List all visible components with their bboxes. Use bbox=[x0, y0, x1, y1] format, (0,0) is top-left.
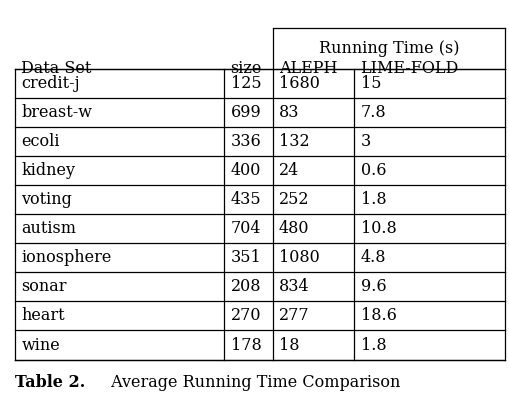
Text: size: size bbox=[230, 60, 262, 77]
Text: 1.8: 1.8 bbox=[360, 337, 385, 354]
Text: 1680: 1680 bbox=[278, 75, 319, 92]
Text: 480: 480 bbox=[278, 220, 309, 237]
Text: 15: 15 bbox=[360, 75, 380, 92]
Text: breast-w: breast-w bbox=[21, 104, 92, 121]
Text: 7.8: 7.8 bbox=[360, 104, 385, 121]
Text: 4.8: 4.8 bbox=[360, 249, 385, 266]
Text: 10.8: 10.8 bbox=[360, 220, 395, 237]
Text: Table 2.: Table 2. bbox=[15, 374, 86, 391]
Text: 0.6: 0.6 bbox=[360, 162, 385, 179]
Text: 351: 351 bbox=[230, 249, 261, 266]
Text: 125: 125 bbox=[230, 75, 261, 92]
Text: 1.8: 1.8 bbox=[360, 191, 385, 208]
Text: 1080: 1080 bbox=[278, 249, 319, 266]
Text: 699: 699 bbox=[230, 104, 261, 121]
Text: wine: wine bbox=[21, 337, 60, 354]
Text: heart: heart bbox=[21, 307, 65, 324]
Text: 178: 178 bbox=[230, 337, 261, 354]
Text: 834: 834 bbox=[278, 278, 309, 295]
Text: ecoli: ecoli bbox=[21, 133, 60, 150]
Text: 336: 336 bbox=[230, 133, 261, 150]
Text: 9.6: 9.6 bbox=[360, 278, 385, 295]
Text: ionosphere: ionosphere bbox=[21, 249, 111, 266]
Text: autism: autism bbox=[21, 220, 76, 237]
Text: LIME-FOLD: LIME-FOLD bbox=[360, 60, 458, 77]
Text: 83: 83 bbox=[278, 104, 299, 121]
Text: 270: 270 bbox=[230, 307, 261, 324]
Text: Running Time (s): Running Time (s) bbox=[318, 40, 458, 57]
Text: Data Set: Data Set bbox=[21, 60, 92, 77]
Text: 208: 208 bbox=[230, 278, 261, 295]
Text: voting: voting bbox=[21, 191, 72, 208]
Text: credit-j: credit-j bbox=[21, 75, 80, 92]
Text: 704: 704 bbox=[230, 220, 261, 237]
Text: Average Running Time Comparison: Average Running Time Comparison bbox=[106, 374, 400, 391]
Text: kidney: kidney bbox=[21, 162, 75, 179]
Text: 18.6: 18.6 bbox=[360, 307, 395, 324]
Text: 252: 252 bbox=[278, 191, 309, 208]
Text: 400: 400 bbox=[230, 162, 261, 179]
Text: 3: 3 bbox=[360, 133, 370, 150]
Text: 132: 132 bbox=[278, 133, 309, 150]
Text: 18: 18 bbox=[278, 337, 299, 354]
Text: 435: 435 bbox=[230, 191, 261, 208]
Text: ALEPH: ALEPH bbox=[278, 60, 337, 77]
Text: sonar: sonar bbox=[21, 278, 67, 295]
Text: 24: 24 bbox=[278, 162, 299, 179]
Text: 277: 277 bbox=[278, 307, 309, 324]
